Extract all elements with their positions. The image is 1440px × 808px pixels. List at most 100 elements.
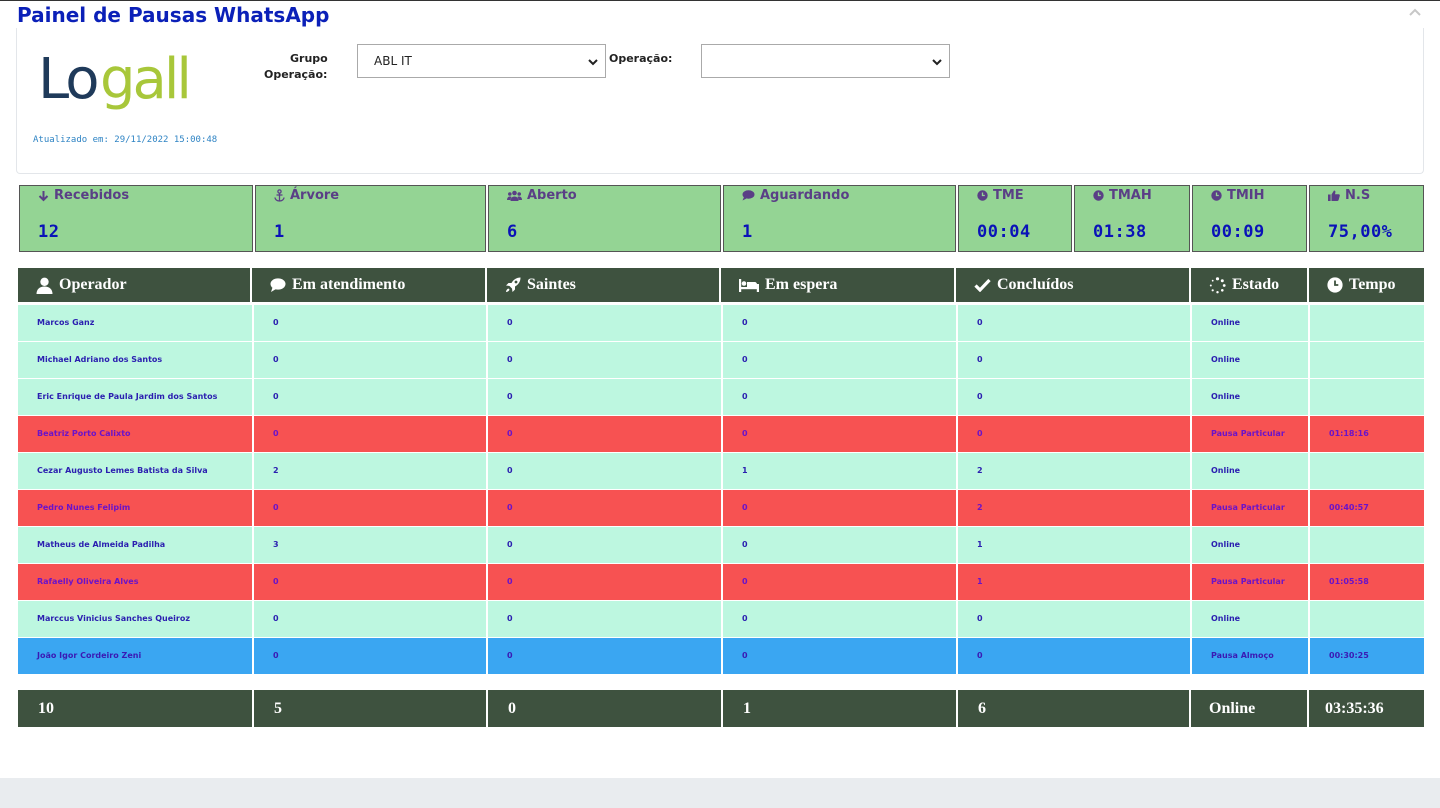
cell-saintes: 0 <box>488 564 721 600</box>
logall-logo: Lo gall <box>38 47 192 112</box>
cell-tempo: 00:40:57 <box>1310 490 1424 526</box>
clock-icon <box>977 190 988 201</box>
cell-concluidos: 0 <box>958 638 1190 674</box>
table-row[interactable]: Pedro Nunes Felipim 0 0 0 2 Pausa Particular 0… <box>18 490 1424 526</box>
cell-saintes: 0 <box>488 379 721 415</box>
cell-concluidos: 0 <box>958 342 1190 378</box>
col-header-label: Em espera <box>765 276 838 293</box>
cell-operador: Cezar Augusto Lemes Batista da Silva <box>18 453 252 489</box>
cell-em-atendimento: 0 <box>254 638 486 674</box>
table-row[interactable]: Cezar Augusto Lemes Batista da Silva 2 0 1 2… <box>18 453 1424 489</box>
stat-recebidos: Recebidos 12 <box>19 185 253 252</box>
operacao-label: Operação: <box>609 52 673 65</box>
table-row[interactable]: Beatriz Porto Calixto 0 0 0 0 Pausa Particula… <box>18 416 1424 452</box>
cell-saintes: 0 <box>488 638 721 674</box>
stat-label: TMIH <box>1227 188 1265 203</box>
cell-tempo <box>1310 453 1424 489</box>
col-header-estado[interactable]: Estado <box>1191 268 1307 302</box>
cell-operador: Michael Adriano dos Santos <box>18 342 252 378</box>
cell-operador: Eric Enrique de Paula Jardim dos Santos <box>18 379 252 415</box>
cell-em-atendimento: 2 <box>254 453 486 489</box>
total-estado: Online <box>1191 690 1307 727</box>
stat-tme: TME 00:04 <box>958 185 1072 252</box>
stat-value: 12 <box>38 222 60 242</box>
stat-aguardando: Aguardando 1 <box>723 185 956 252</box>
cell-em-atendimento: 3 <box>254 527 486 563</box>
clock-icon <box>1327 277 1343 293</box>
col-header-concluidos[interactable]: Concluídos <box>956 268 1189 302</box>
stat-value: 75,00% <box>1328 222 1393 242</box>
bed-icon <box>739 278 759 292</box>
cell-operador: Beatriz Porto Calixto <box>18 416 252 452</box>
table-row[interactable]: Marccus Vinicius Sanches Queiroz 0 0 0 0 Onli… <box>18 601 1424 637</box>
cell-em-espera: 0 <box>723 527 956 563</box>
cell-saintes: 0 <box>488 453 721 489</box>
cell-em-espera: 0 <box>723 305 956 341</box>
col-header-label: Tempo <box>1349 276 1396 293</box>
cell-em-atendimento: 0 <box>254 305 486 341</box>
col-header-em-atendimento[interactable]: Em atendimento <box>252 268 485 302</box>
stat-label: TME <box>993 188 1024 203</box>
cell-saintes: 0 <box>488 342 721 378</box>
comment-icon <box>270 277 286 292</box>
cell-saintes: 0 <box>488 305 721 341</box>
cell-saintes: 0 <box>488 490 721 526</box>
stat-value: 1 <box>742 222 753 242</box>
table-row[interactable]: Rafaelly Oliveira Alves 0 0 0 1 Pausa Particu… <box>18 564 1424 600</box>
cell-concluidos: 2 <box>958 453 1190 489</box>
page-footer-band <box>0 778 1440 808</box>
grupo-label-line1: Grupo <box>290 52 328 65</box>
cell-saintes: 0 <box>488 416 721 452</box>
cell-operador: Marccus Vinicius Sanches Queiroz <box>18 601 252 637</box>
total-saintes: 0 <box>488 690 721 727</box>
table-row[interactable]: João Igor Cordeiro Zeni 0 0 0 0 Pausa Almoço 0… <box>18 638 1424 674</box>
total-em-espera: 1 <box>723 690 956 727</box>
table-row[interactable]: Marcos Ganz 0 0 0 0 Online <box>18 305 1424 341</box>
col-header-label: Estado <box>1232 276 1280 293</box>
table-row[interactable]: Matheus de Almeida Padilha 3 0 0 1 Online <box>18 527 1424 563</box>
col-header-label: Em atendimento <box>292 276 406 293</box>
total-tempo: 03:35:36 <box>1309 690 1424 727</box>
table-row[interactable]: Michael Adriano dos Santos 0 0 0 0 Online <box>18 342 1424 378</box>
col-header-em-espera[interactable]: Em espera <box>721 268 954 302</box>
cell-em-espera: 0 <box>723 638 956 674</box>
cell-estado: Online <box>1192 342 1308 378</box>
stat-tmah: TMAH 01:38 <box>1074 185 1190 252</box>
cell-concluidos: 1 <box>958 527 1190 563</box>
stat-label: N.S <box>1345 188 1371 203</box>
anchor-icon <box>274 189 285 202</box>
col-header-saintes[interactable]: Saintes <box>487 268 719 302</box>
comment-icon <box>742 190 755 201</box>
col-header-operador[interactable]: Operador <box>18 268 250 302</box>
chevron-down-icon <box>588 59 598 66</box>
stat-label: Árvore <box>290 188 340 203</box>
cell-em-espera: 0 <box>723 416 956 452</box>
stat-label: Aberto <box>527 188 577 203</box>
user-icon <box>36 277 53 294</box>
chevron-up-icon[interactable] <box>1406 5 1424 19</box>
stat-value: 00:04 <box>977 222 1031 242</box>
cell-estado: Pausa Almoço <box>1192 638 1308 674</box>
grupo-operacao-select[interactable]: ABL IT <box>357 44 606 78</box>
cell-em-espera: 0 <box>723 601 956 637</box>
table-row[interactable]: Eric Enrique de Paula Jardim dos Santos 0… <box>18 379 1424 415</box>
stat-value: 1 <box>274 222 285 242</box>
clock-icon <box>1093 190 1104 201</box>
cell-tempo <box>1310 305 1424 341</box>
cell-em-espera: 0 <box>723 564 956 600</box>
cell-estado: Online <box>1192 379 1308 415</box>
stat-ns: N.S 75,00% <box>1309 185 1424 252</box>
cell-saintes: 0 <box>488 601 721 637</box>
operacao-select[interactable] <box>701 44 950 78</box>
cell-estado: Online <box>1192 453 1308 489</box>
col-header-label: Saintes <box>527 276 576 293</box>
cell-concluidos: 0 <box>958 379 1190 415</box>
col-header-label: Operador <box>59 276 127 293</box>
cell-em-atendimento: 0 <box>254 342 486 378</box>
col-header-tempo[interactable]: Tempo <box>1309 268 1424 302</box>
cell-tempo: 01:05:58 <box>1310 564 1424 600</box>
cell-tempo: 00:30:25 <box>1310 638 1424 674</box>
cell-em-atendimento: 0 <box>254 601 486 637</box>
cell-tempo <box>1310 601 1424 637</box>
cell-estado: Pausa Particular <box>1192 564 1308 600</box>
